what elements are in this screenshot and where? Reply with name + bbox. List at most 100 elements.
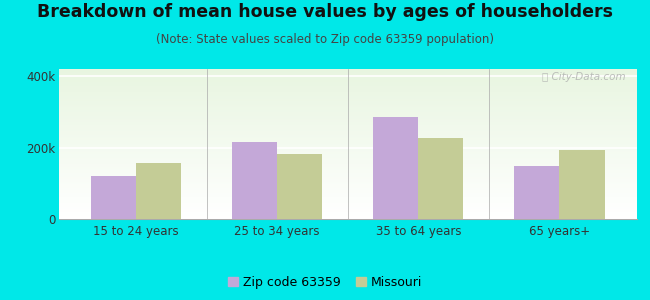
Bar <box>58 154 637 155</box>
Bar <box>58 198 637 199</box>
Bar <box>58 145 637 146</box>
Bar <box>58 111 637 112</box>
Bar <box>58 104 637 105</box>
Bar <box>58 201 637 202</box>
Bar <box>58 99 637 100</box>
Bar <box>514 166 560 219</box>
Bar <box>58 172 637 173</box>
Bar <box>58 152 637 153</box>
Bar <box>58 186 637 187</box>
Bar <box>277 154 322 219</box>
Bar <box>58 133 637 134</box>
Bar <box>58 110 637 111</box>
Bar <box>58 197 637 198</box>
Bar <box>58 70 637 71</box>
Bar <box>58 203 637 204</box>
Bar <box>58 135 637 136</box>
Bar <box>58 103 637 104</box>
Bar <box>58 162 637 163</box>
Bar <box>58 118 637 119</box>
Bar <box>58 191 637 192</box>
Bar <box>58 93 637 94</box>
Bar <box>58 108 637 109</box>
Bar <box>58 150 637 151</box>
Bar <box>58 209 637 210</box>
Bar <box>58 151 637 152</box>
Bar <box>58 75 637 76</box>
Bar <box>58 180 637 181</box>
Bar <box>136 163 181 219</box>
Bar <box>58 200 637 201</box>
Text: ⓘ City-Data.com: ⓘ City-Data.com <box>542 72 625 82</box>
Bar <box>58 83 637 84</box>
Bar <box>58 196 637 197</box>
Bar <box>58 125 637 126</box>
Bar <box>58 199 637 200</box>
Bar <box>58 94 637 95</box>
Bar <box>58 157 637 158</box>
Bar <box>58 128 637 129</box>
Bar <box>58 116 637 117</box>
Bar <box>58 137 637 138</box>
Bar <box>58 195 637 196</box>
Bar <box>58 163 637 164</box>
Bar <box>58 72 637 73</box>
Bar <box>58 84 637 85</box>
Bar <box>58 88 637 89</box>
Bar <box>58 202 637 203</box>
Bar <box>58 212 637 213</box>
Bar <box>58 134 637 135</box>
Bar <box>58 74 637 75</box>
Bar <box>58 161 637 162</box>
Bar <box>58 82 637 83</box>
Bar <box>58 121 637 122</box>
Bar <box>58 218 637 219</box>
Bar <box>58 181 637 182</box>
Bar <box>58 123 637 124</box>
Bar <box>232 142 277 219</box>
Bar <box>58 140 637 141</box>
Bar <box>58 207 637 208</box>
Bar <box>58 109 637 110</box>
Bar <box>58 192 637 193</box>
Bar <box>58 165 637 166</box>
Bar <box>58 189 637 190</box>
Bar <box>58 122 637 123</box>
Bar <box>58 158 637 159</box>
Bar <box>58 97 637 98</box>
Bar <box>58 215 637 216</box>
Bar <box>58 169 637 170</box>
Text: Breakdown of mean house values by ages of householders: Breakdown of mean house values by ages o… <box>37 3 613 21</box>
Bar <box>58 213 637 214</box>
Bar <box>58 77 637 78</box>
Bar <box>58 204 637 205</box>
Bar <box>58 171 637 172</box>
Bar <box>58 126 637 127</box>
Bar <box>58 164 637 165</box>
Bar <box>58 96 637 97</box>
Bar <box>58 81 637 82</box>
Bar <box>58 130 637 131</box>
Bar <box>58 131 637 132</box>
Bar <box>373 117 419 219</box>
Bar <box>58 89 637 90</box>
Bar <box>58 144 637 145</box>
Bar <box>58 214 637 215</box>
Bar <box>58 169 637 170</box>
Bar <box>58 139 637 140</box>
Bar <box>58 166 637 167</box>
Bar <box>58 149 637 150</box>
Bar <box>58 176 637 177</box>
Bar <box>58 184 637 185</box>
Bar <box>58 146 637 147</box>
Bar <box>58 205 637 206</box>
Bar <box>58 71 637 72</box>
Bar <box>58 217 637 218</box>
Bar <box>58 174 637 175</box>
Bar <box>58 182 637 183</box>
Bar <box>58 159 637 160</box>
Bar <box>58 92 637 93</box>
Bar <box>58 136 637 137</box>
Bar <box>58 76 637 77</box>
Bar <box>58 188 637 189</box>
